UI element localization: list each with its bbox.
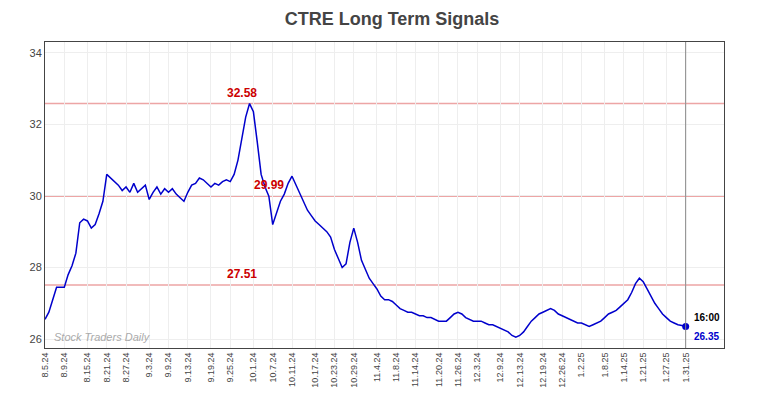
svg-text:9.19.24: 9.19.24 (206, 353, 216, 383)
svg-text:Stock Traders Daily: Stock Traders Daily (54, 331, 151, 343)
svg-text:32.58: 32.58 (227, 86, 257, 100)
svg-text:12.26.24: 12.26.24 (557, 353, 567, 388)
svg-text:CTRE Long Term Signals: CTRE Long Term Signals (285, 9, 500, 29)
svg-text:34: 34 (30, 47, 42, 59)
svg-text:12.9.24: 12.9.24 (495, 353, 505, 383)
svg-text:9.13.24: 9.13.24 (183, 353, 193, 383)
svg-text:11.14.24: 11.14.24 (410, 353, 420, 387)
svg-text:11.4.24: 11.4.24 (372, 353, 382, 382)
svg-text:1.31.25: 1.31.25 (681, 353, 691, 383)
svg-text:1.14.25: 1.14.25 (619, 353, 629, 383)
svg-text:9.3.24: 9.3.24 (144, 353, 154, 378)
svg-text:8.5.24: 8.5.24 (40, 353, 50, 378)
svg-text:1.27.25: 1.27.25 (661, 353, 671, 383)
svg-text:10.29.24: 10.29.24 (349, 353, 359, 388)
svg-text:12.19.24: 12.19.24 (538, 353, 548, 388)
svg-text:1.8.25: 1.8.25 (600, 353, 610, 378)
svg-text:30: 30 (30, 190, 42, 202)
svg-text:10.17.24: 10.17.24 (310, 353, 320, 388)
svg-text:8.27.24: 8.27.24 (121, 353, 131, 383)
svg-text:8.9.24: 8.9.24 (59, 353, 69, 378)
svg-text:27.51: 27.51 (227, 267, 257, 281)
svg-text:8.21.24: 8.21.24 (102, 353, 112, 383)
svg-text:9.9.24: 9.9.24 (163, 353, 173, 378)
svg-text:26.35: 26.35 (694, 331, 719, 342)
svg-text:32: 32 (30, 118, 42, 130)
svg-text:11.26.24: 11.26.24 (453, 353, 463, 387)
svg-text:28: 28 (30, 261, 42, 273)
svg-text:1.2.25: 1.2.25 (576, 353, 586, 378)
svg-text:8.15.24: 8.15.24 (82, 353, 92, 383)
svg-text:12.3.24: 12.3.24 (472, 353, 482, 383)
svg-text:11.8.24: 11.8.24 (391, 353, 401, 382)
svg-text:1.21.25: 1.21.25 (638, 353, 648, 383)
svg-text:29.99: 29.99 (254, 178, 284, 192)
svg-text:10.23.24: 10.23.24 (329, 353, 339, 388)
svg-text:12.13.24: 12.13.24 (515, 353, 525, 388)
svg-text:26: 26 (30, 333, 42, 345)
svg-text:10.7.24: 10.7.24 (268, 353, 278, 383)
svg-text:11.20.24: 11.20.24 (434, 353, 444, 387)
svg-text:10.1.24: 10.1.24 (248, 353, 258, 383)
svg-text:9.25.24: 9.25.24 (225, 353, 235, 383)
svg-text:10.11.24: 10.11.24 (287, 353, 297, 387)
svg-text:16:00: 16:00 (694, 312, 720, 323)
